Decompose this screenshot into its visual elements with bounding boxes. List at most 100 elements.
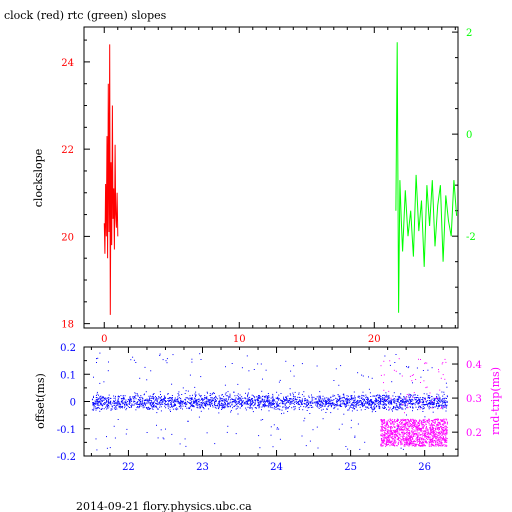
offset-point (147, 400, 149, 402)
rndtrip-point (399, 429, 401, 431)
offset-point (174, 398, 176, 400)
offset-point (255, 407, 257, 409)
offset-point (400, 400, 402, 402)
offset-point (326, 397, 328, 399)
offset-point (96, 362, 97, 363)
offset-point (138, 407, 140, 409)
offset-point (245, 407, 247, 409)
rndtrip-point (444, 358, 446, 360)
offset-point (178, 400, 180, 402)
offset-point (290, 398, 292, 400)
rndtrip-point (392, 436, 394, 438)
rndtrip-point (439, 439, 441, 440)
rndtrip-point (421, 442, 423, 444)
offset-point (269, 400, 271, 402)
offset-point (395, 399, 397, 401)
rndtrip-point (411, 439, 413, 441)
offset-point (171, 398, 173, 400)
offset-point (270, 404, 272, 406)
rndtrip-point (422, 427, 424, 429)
rndtrip-point (436, 432, 438, 434)
rndtrip-point (398, 422, 400, 424)
rndtrip-point (420, 382, 421, 383)
offset-point (139, 404, 141, 406)
offset-point (352, 407, 354, 409)
rndtrip-point (427, 432, 429, 434)
rndtrip-point (414, 425, 416, 427)
rndtrip-point (438, 422, 439, 423)
offset-point (284, 403, 286, 405)
offset-point (427, 405, 429, 407)
offset-point (298, 408, 300, 410)
offset-point (402, 402, 404, 403)
offset-point (354, 436, 356, 438)
offset-point (249, 403, 251, 404)
offset-point (272, 395, 274, 397)
offset-point (422, 411, 424, 412)
offset-point (385, 395, 387, 397)
offset-point (214, 402, 215, 404)
rndtrip-point (393, 430, 395, 432)
offset-point (110, 401, 111, 403)
offset-point (263, 406, 265, 408)
offset-point (379, 401, 381, 403)
offset-point (414, 397, 415, 399)
offset-point (365, 406, 366, 408)
rndtrip-point (439, 429, 440, 431)
offset-point (259, 397, 261, 399)
offset-point (445, 410, 447, 412)
offset-point (97, 401, 99, 403)
offset-point (156, 407, 158, 409)
rndtrip-point (387, 433, 389, 435)
offset-point (294, 408, 296, 410)
rndtrip-point (383, 427, 385, 429)
offset-point (205, 405, 207, 407)
offset-point (367, 400, 369, 402)
offset-point (273, 399, 275, 401)
rndtrip-point (401, 420, 402, 422)
offset-point (404, 404, 406, 406)
rndtrip-point (401, 423, 403, 425)
offset-point (446, 404, 448, 406)
offset-point (445, 400, 447, 402)
offset-point (431, 404, 433, 406)
offset-point (100, 395, 102, 397)
offset-point (121, 406, 123, 408)
rndtrip-point (417, 429, 419, 431)
offset-point (182, 408, 183, 410)
rndtrip-point (409, 438, 411, 440)
offset-point (130, 399, 132, 401)
rndtrip-point (393, 442, 395, 443)
offset-point (194, 394, 196, 396)
offset-point (175, 405, 177, 406)
offset-point (259, 447, 261, 449)
offset-point (222, 405, 224, 407)
rndtrip-point (386, 444, 388, 446)
offset-point (144, 366, 146, 368)
rndtrip-point (434, 421, 436, 423)
rndtrip-point (409, 443, 411, 445)
rndtrip-point (386, 436, 388, 438)
rndtrip-point (410, 442, 412, 444)
offset-point (263, 404, 265, 406)
offset-point (392, 395, 394, 397)
offset-point (182, 387, 184, 389)
offset-point (145, 391, 147, 393)
rndtrip-point (411, 436, 413, 438)
rndtrip-point (437, 419, 439, 421)
offset-point (270, 407, 272, 409)
offset-point (189, 406, 191, 408)
offset-point (348, 402, 350, 404)
offset-point (114, 400, 115, 402)
rndtrip-point (443, 418, 445, 420)
offset-point (226, 405, 228, 407)
offset-point (231, 401, 233, 403)
offset-point (171, 399, 173, 400)
rndtrip-point (446, 430, 448, 432)
offset-point (364, 441, 366, 443)
offset-point (274, 403, 276, 405)
offset-point (418, 399, 420, 401)
offset-point (227, 425, 229, 427)
offset-point (220, 397, 222, 399)
rndtrip-point (432, 421, 434, 423)
